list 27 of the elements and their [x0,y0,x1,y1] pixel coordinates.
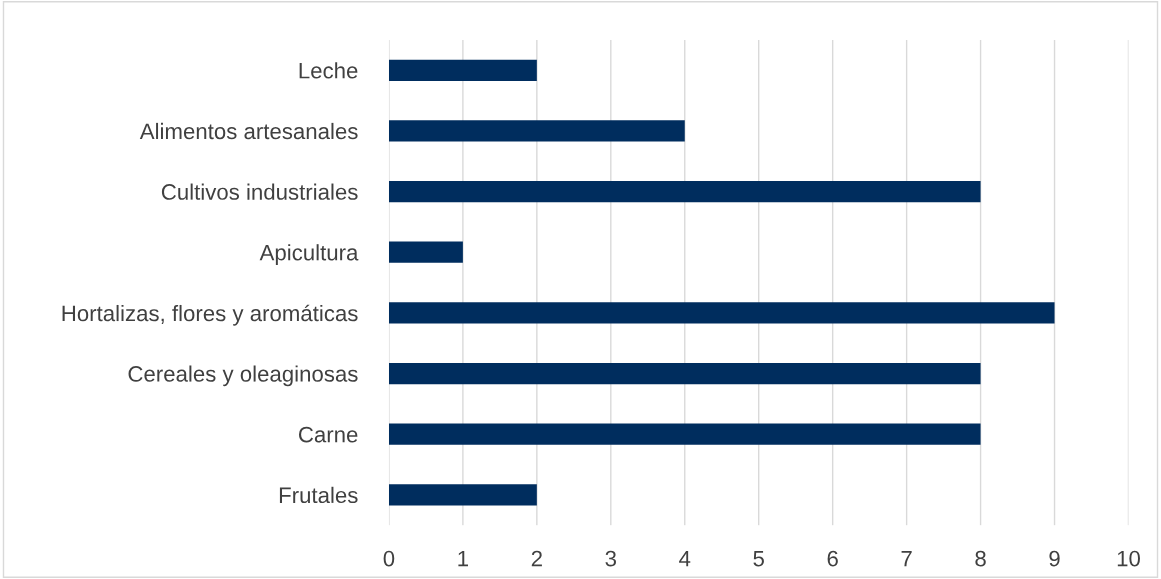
x-tick-label: 4 [679,550,691,567]
y-tick-label: Leche [299,62,358,79]
x-tick-label: 1 [458,550,468,567]
x-tick-label: 2 [531,550,542,567]
x-tick-label: 8 [975,550,986,567]
bar [388,59,537,81]
y-tick-label: Frutales [279,486,358,504]
y-tick-label: Cultivos industriales [161,183,358,200]
bar [388,241,463,263]
bar [388,423,981,445]
y-tick-label: Alimentos artesanales [139,122,358,140]
y-tick-label: Cereales y oleaginosas [128,365,358,387]
x-tick-label: 7 [901,550,912,567]
bar [388,362,981,385]
x-tick-label: 6 [827,550,838,567]
bar [388,302,1055,324]
bar [388,120,685,142]
y-tick-label: Apicultura [259,244,359,265]
x-tick-label: 3 [605,550,617,567]
x-tick-label: 0 [383,550,395,567]
x-tick-label: 5 [753,550,764,567]
x-tick-label: 9 [1049,550,1060,567]
y-tick-label: Hortalizas, flores y aromáticas [62,304,358,326]
y-tick-label: Carne [298,426,358,443]
bar [388,180,981,203]
x-tick-label: 10 [1117,550,1140,567]
bar [388,484,537,506]
